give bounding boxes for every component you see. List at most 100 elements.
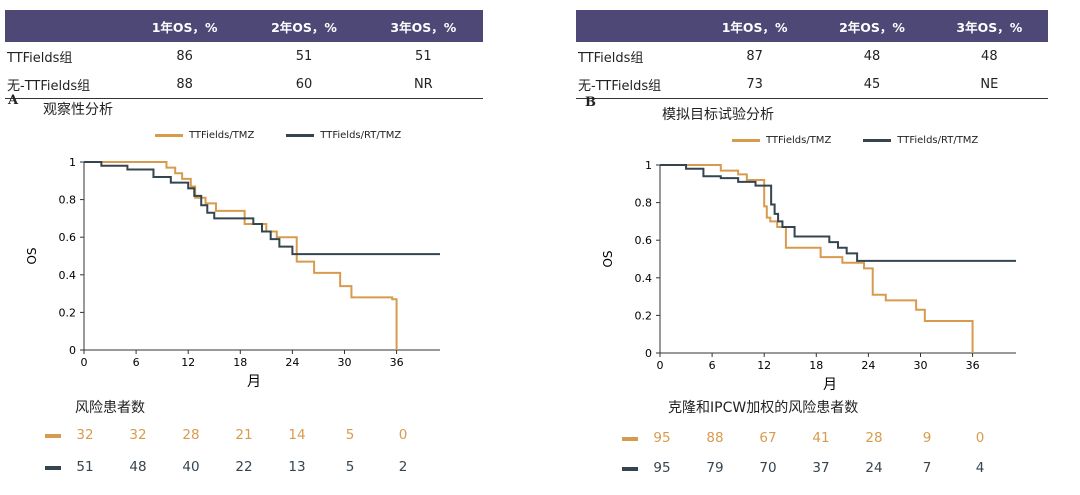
- y-axis-label: OS: [601, 250, 615, 267]
- table-cell: 88: [125, 70, 245, 99]
- x-axis-label: 月: [247, 374, 261, 390]
- risk-value: 79: [706, 460, 724, 476]
- table-header-row: 1年OS，% 2年OS，% 3年OS，%: [576, 10, 1048, 42]
- x-tick-label: 6: [133, 356, 140, 369]
- panel-a: 1年OS，% 2年OS，% 3年OS，% TTFields组 86 51 51 …: [5, 10, 483, 479]
- table-header-cell: [5, 10, 125, 42]
- risk-value: 9: [922, 430, 932, 446]
- risk-value: 40: [182, 459, 200, 475]
- table-cell: 51: [295, 48, 313, 64]
- y-tick-label: 0.6: [59, 231, 77, 244]
- table-header-cell: 2年OS，%: [813, 10, 931, 42]
- risk-row-dark: 95 79 70 37 24 7 4: [622, 460, 1042, 480]
- chart-legend: TTFields/TMZ TTFields/RT/TMZ: [732, 135, 1010, 146]
- table-row: TTFields组 86 51 51: [5, 42, 483, 70]
- km-curve-orange: [84, 161, 398, 350]
- risk-value: 32: [129, 427, 147, 443]
- y-tick-label: 1: [69, 156, 76, 169]
- risk-value: 95: [653, 430, 671, 446]
- table-row: 无-TTFields组 73 45 NE: [576, 70, 1048, 99]
- table-row: TTFields组 87 48 48: [576, 42, 1048, 70]
- y-tick-label: 0.2: [635, 309, 653, 322]
- row-label: 无-TTFields组: [5, 70, 125, 99]
- risk-value: 5: [345, 427, 355, 443]
- risk-row-dark: 51 48 40 22 13 5 2: [45, 459, 465, 479]
- y-tick-label: 0.2: [59, 306, 77, 319]
- y-tick-label: 0.8: [635, 197, 653, 210]
- legend-swatch-dark: [863, 139, 892, 142]
- chart-legend: TTFields/TMZ TTFields/RT/TMZ: [155, 130, 433, 141]
- x-tick-label: 12: [181, 356, 195, 369]
- os-table-a: 1年OS，% 2年OS，% 3年OS，% TTFields组 86 51 51 …: [5, 10, 483, 99]
- km-chart-b: 0 0.2 0.4 0.6 0.8 1 0 6 12 18 24 30 36 OS 月: [601, 159, 1016, 393]
- table-header-cell: 3年OS，%: [363, 10, 483, 42]
- risk-value: 0: [398, 427, 408, 443]
- legend-item: TTFields/RT/TMZ: [863, 135, 978, 146]
- risk-value: 48: [129, 459, 147, 475]
- legend-label: TTFields/RT/TMZ: [897, 135, 979, 146]
- x-axis-label: 月: [823, 377, 837, 393]
- risk-table-title: 克隆和IPCW加权的风险患者数: [668, 400, 859, 416]
- risk-value: 2: [398, 459, 408, 475]
- risk-value: 32: [76, 427, 94, 443]
- risk-value: 4: [975, 460, 985, 476]
- risk-swatch-dark: [622, 467, 638, 471]
- legend-item: TTFields/RT/TMZ: [286, 130, 401, 141]
- row-label: 无-TTFields组: [576, 70, 696, 99]
- legend-label: TTFields/TMZ: [766, 135, 832, 146]
- table-header-cell: [576, 10, 696, 42]
- x-tick-label: 6: [709, 359, 716, 372]
- legend-swatch-dark: [286, 134, 315, 137]
- risk-value: 28: [865, 430, 883, 446]
- x-tick-label: 36: [966, 359, 980, 372]
- table-cell: 48: [981, 48, 998, 64]
- table-header-cell: 3年OS，%: [930, 10, 1048, 42]
- x-tick-label: 0: [81, 356, 88, 369]
- row-label: TTFields组: [7, 50, 73, 66]
- y-tick-label: 0.4: [635, 272, 653, 285]
- table-header-cell: 1年OS，%: [696, 10, 814, 42]
- risk-value: 21: [235, 427, 253, 443]
- risk-value: 22: [235, 459, 253, 475]
- x-tick-label: 0: [657, 359, 664, 372]
- risk-table-title: 风险患者数: [75, 400, 145, 416]
- y-tick-label: 0.4: [59, 269, 77, 282]
- km-chart-a: 0 0.2 0.4 0.6 0.8 1 0 6 12 18 24 30 36 OS 月: [25, 156, 440, 390]
- table-cell: NE: [930, 70, 1048, 99]
- x-tick-label: 18: [809, 359, 823, 372]
- y-tick-label: 1: [645, 159, 652, 172]
- risk-value: 37: [812, 460, 830, 476]
- risk-value: 41: [812, 430, 830, 446]
- os-table-b: 1年OS，% 2年OS，% 3年OS，% TTFields组 87 48 48 …: [576, 10, 1048, 99]
- km-curve-dark: [84, 161, 440, 256]
- legend-item: TTFields/TMZ: [155, 130, 254, 141]
- table-cell: 73: [696, 70, 814, 99]
- legend-label: TTFields/TMZ: [189, 130, 255, 141]
- table-cell: 45: [813, 70, 931, 99]
- risk-value: 0: [975, 430, 985, 446]
- y-tick-label: 0: [645, 347, 652, 360]
- table-header-cell: 2年OS，%: [244, 10, 364, 42]
- risk-swatch-orange: [45, 434, 61, 438]
- panel-title: 模拟目标试验分析: [662, 107, 774, 123]
- table-cell: 87: [746, 48, 763, 64]
- legend-swatch-orange: [155, 134, 183, 137]
- table-header-cell: 1年OS，%: [125, 10, 245, 42]
- km-curve-dark: [660, 164, 1016, 262]
- risk-value: 13: [288, 459, 306, 475]
- risk-swatch-orange: [622, 437, 638, 441]
- legend-item: TTFields/TMZ: [732, 135, 831, 146]
- table-header-row: 1年OS，% 2年OS，% 3年OS，%: [5, 10, 483, 42]
- y-axis-label: OS: [25, 247, 39, 264]
- x-tick-label: 18: [233, 356, 247, 369]
- table-cell: NR: [363, 70, 483, 99]
- x-tick-label: 24: [861, 359, 875, 372]
- panel-letter: A: [8, 93, 19, 108]
- table-cell: 60: [244, 70, 364, 99]
- y-tick-label: 0: [69, 344, 76, 357]
- risk-value: 24: [865, 460, 883, 476]
- risk-value: 5: [345, 459, 355, 475]
- risk-row-orange: 95 88 67 41 28 9 0: [622, 430, 1042, 450]
- risk-value: 70: [759, 460, 777, 476]
- km-curve-orange: [660, 164, 974, 353]
